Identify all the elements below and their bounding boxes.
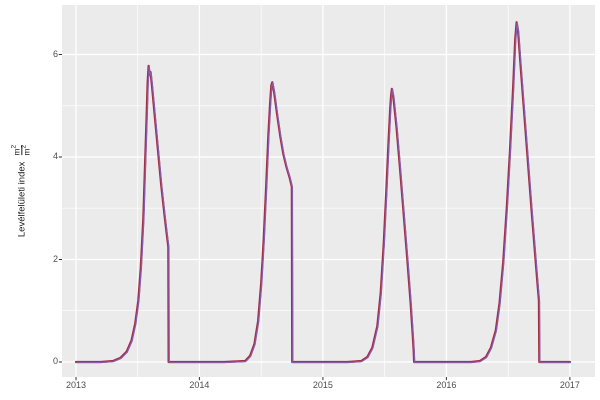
unit-denominator: m2 [20, 144, 32, 156]
y-tick-label: 2 [52, 253, 58, 264]
x-tick-label: 2014 [189, 380, 210, 390]
x-tick-label: 2017 [559, 380, 580, 390]
y-axis-title-text: Levélfelületi index [16, 161, 28, 238]
lai-line-purple [75, 22, 572, 364]
x-tick-label: 2015 [312, 380, 333, 390]
panel-background [62, 5, 595, 377]
y-axis-title: Levélfelületi index m2 m2 [10, 144, 32, 238]
y-tick-label: 6 [52, 48, 58, 59]
y-axis-unit-fraction: m2 m2 [10, 144, 32, 156]
y-tick-label: 4 [52, 151, 58, 162]
unit-numerator: m2 [10, 144, 22, 156]
x-tick-label: 2013 [65, 380, 87, 390]
y-tick-label: 0 [52, 356, 58, 367]
x-tick-label: 2016 [436, 380, 457, 390]
